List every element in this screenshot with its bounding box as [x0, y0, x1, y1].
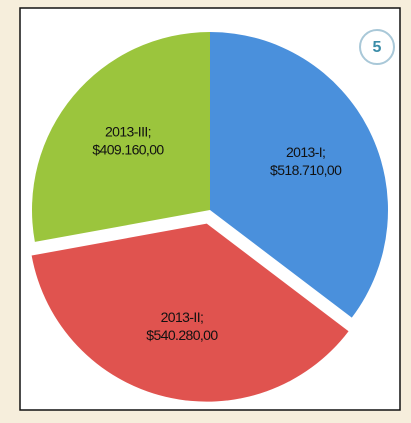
pie-slice [31, 32, 211, 242]
pie-slice [210, 32, 389, 318]
badge-circle [359, 29, 395, 65]
slice-value-label: $409.160,00 [92, 141, 164, 157]
badge: 5 [373, 39, 382, 56]
slice-value-label: $540.280,00 [146, 327, 218, 343]
slice-category: 2013-III; [105, 123, 151, 139]
slice-category: 2013-I; [286, 144, 325, 160]
slice-value-label: $518.710,00 [270, 162, 342, 178]
slice-category: 2013-II; [161, 309, 204, 325]
pie-slice [31, 223, 349, 402]
pie [31, 32, 389, 402]
